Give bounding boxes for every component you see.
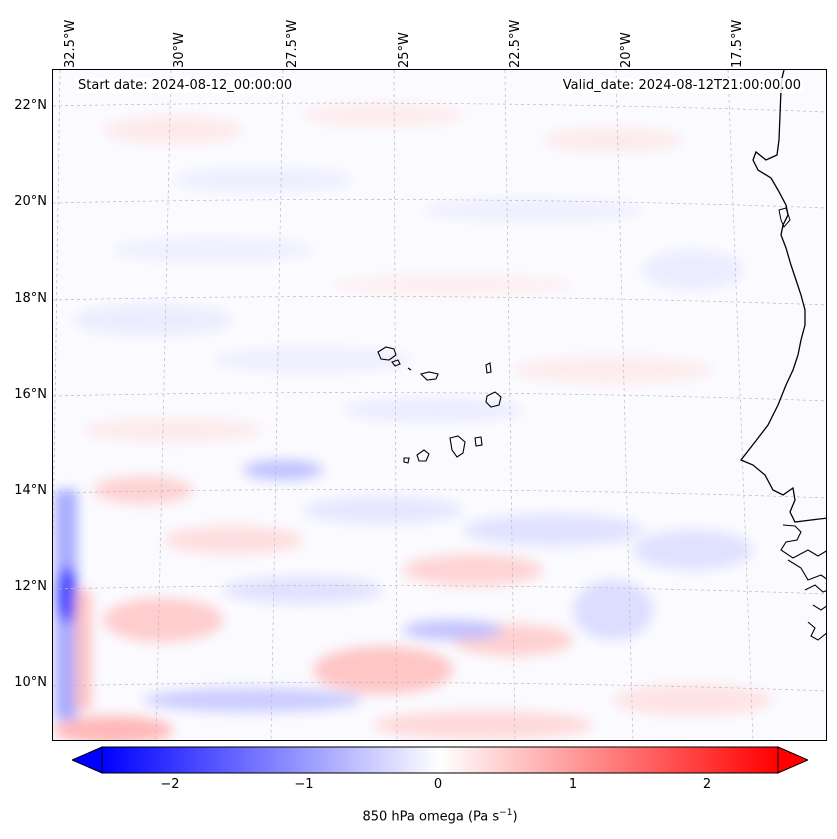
colorbar-gradient (101, 746, 779, 774)
colorbar-extend-high (777, 746, 808, 774)
field-blob (403, 620, 503, 640)
coastal-islet (778, 207, 791, 228)
field-blob (103, 598, 223, 642)
colorbar-tick-minus-1: −1 (294, 777, 314, 792)
colorbar-label-prefix: 850 hPa omega (Pa s (362, 809, 500, 825)
meridian-20w (615, 70, 634, 740)
guinea-coastline (780, 524, 826, 641)
lon-label-27-5w: 27.5°W (285, 19, 300, 68)
island-brava (403, 457, 410, 464)
island-sal (485, 362, 492, 374)
lat-label-18n: 18°N (14, 291, 47, 306)
meridian-22-5w (504, 70, 516, 740)
field-blob (403, 554, 543, 586)
lon-label-22-5w: 22.5°W (508, 19, 523, 68)
field-blob (73, 304, 233, 336)
parallel-18n (53, 296, 826, 306)
colorbar-tick-0: 0 (433, 777, 443, 792)
field-blob (313, 646, 453, 694)
colorbar-label: 850 hPa omega (Pa s−1) (0, 808, 837, 824)
colorbar-tick-minus-2: −2 (160, 777, 180, 792)
parallel-16n (53, 392, 826, 402)
field-blob (93, 476, 193, 504)
island-santa-luzia (407, 367, 412, 371)
field-blob (57, 567, 77, 623)
west-africa-coastline (739, 70, 826, 523)
field-blob (373, 711, 593, 739)
meridian-17-5w (727, 70, 754, 740)
meridian-27-5w (270, 70, 284, 740)
lon-label-20w: 20°W (619, 32, 634, 68)
colorbar-label-suffix: ) (512, 809, 518, 825)
field-blob (83, 418, 263, 442)
field-blob (333, 275, 573, 295)
island-santiago (449, 435, 466, 458)
colorbar-extend-low (72, 746, 103, 774)
field-blob (463, 514, 643, 546)
field-blob (103, 116, 243, 144)
colorbar-tick-2: 2 (702, 777, 712, 792)
field-blob (223, 576, 383, 604)
parallel-14n (53, 489, 826, 499)
field-blob (613, 684, 773, 716)
omega-field-map (53, 70, 826, 740)
lon-label-25w: 25°W (397, 32, 412, 68)
graticule (53, 70, 826, 740)
field-blob (633, 530, 753, 570)
island-maio (474, 436, 483, 447)
island-fogo (416, 449, 430, 462)
field-blob (343, 398, 523, 422)
colorbar-tick-1: 1 (568, 777, 578, 792)
island-sao-vicente (391, 359, 401, 367)
field-blob (243, 460, 323, 480)
field-blob (543, 128, 683, 152)
field-blob (513, 356, 713, 384)
lat-label-10n: 10°N (14, 675, 47, 690)
lat-label-16n: 16°N (14, 387, 47, 402)
lon-label-32-5w: 32.5°W (63, 19, 78, 68)
field-blob (163, 526, 303, 554)
field-blob (143, 688, 363, 712)
lat-label-14n: 14°N (14, 483, 47, 498)
meridian-25w (393, 70, 398, 740)
map-panel (52, 69, 827, 741)
parallel-20n (53, 199, 826, 209)
field-blob (75, 590, 91, 710)
parallel-10n (53, 682, 826, 692)
lon-label-17-5w: 17.5°W (730, 19, 745, 68)
lat-label-20n: 20°N (14, 194, 47, 209)
field-blob (173, 168, 353, 192)
island-boa-vista (485, 391, 502, 408)
omega-field-blobs (53, 103, 773, 740)
parallel-12n (53, 585, 826, 595)
field-blob (303, 496, 463, 524)
colorbar-label-exponent: −1 (499, 808, 513, 818)
field-blob (303, 103, 463, 127)
lat-label-22n: 22°N (14, 98, 47, 113)
island-sao-nicolau (419, 371, 439, 381)
field-blob (53, 716, 173, 740)
meridian-30w (155, 70, 172, 740)
lon-label-30w: 30°W (172, 32, 187, 68)
field-blob (213, 348, 413, 372)
cape-verde-islands (377, 346, 502, 464)
island-santo-antao (377, 346, 397, 361)
meridian-32-5w (53, 70, 61, 564)
field-blob (643, 250, 743, 290)
start-date-label: Start date: 2024-08-12_00:00:00 (76, 78, 295, 93)
field-blob (113, 238, 313, 262)
field-blob (423, 198, 643, 222)
colorbar (72, 746, 808, 774)
lat-label-12n: 12°N (14, 579, 47, 594)
valid-date-label: Valid_date: 2024-08-12T21:00:00.00 (560, 78, 803, 93)
field-blob (573, 580, 653, 640)
parallel-22n (53, 102, 826, 113)
